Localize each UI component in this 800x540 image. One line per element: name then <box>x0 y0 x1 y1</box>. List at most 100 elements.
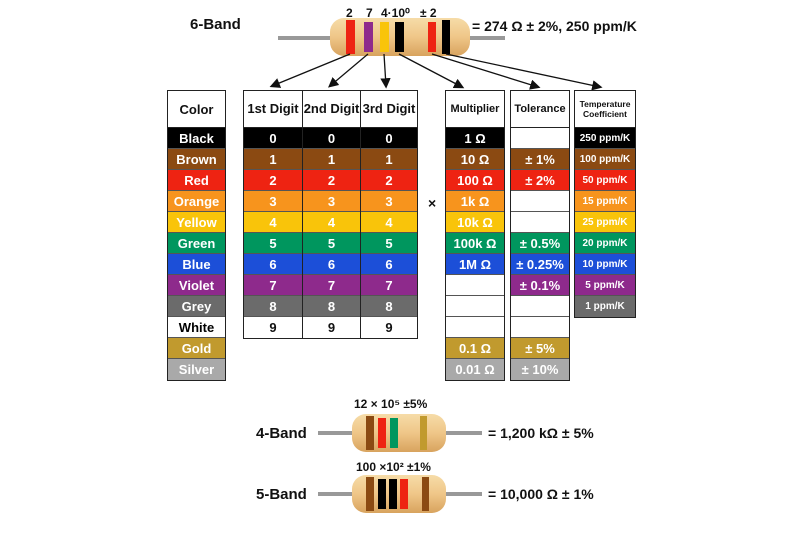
cell-multiplier-grey <box>446 296 504 317</box>
cell-digit-yellow: 4 <box>303 212 360 233</box>
multiply-sign: × <box>428 195 437 211</box>
lead-right <box>465 36 505 40</box>
temperature-table: Temperature Coefficient 250 ppm/K 100 ppm… <box>574 90 636 318</box>
cell-digit-green: 5 <box>303 233 360 254</box>
cell-name-blue: Blue <box>168 254 225 275</box>
multiplier-body: 1 Ω 10 Ω 100 Ω 1k Ω 10k Ω 100k Ω 1M Ω 0.1 Ω 0.01… <box>446 128 504 380</box>
cell-digit-grey: 8 <box>244 296 302 317</box>
cell-temp-yellow: 25 ppm/K <box>575 212 635 233</box>
cell-tolerance-white <box>511 317 569 338</box>
cell-tolerance-red: ± 2% <box>511 170 569 191</box>
band-black-temp <box>442 20 450 54</box>
cell-digit-violet: 7 <box>361 275 417 296</box>
digit3-header: 3rd Digit <box>361 91 417 128</box>
cell-multiplier-blue: 1M Ω <box>446 254 504 275</box>
cell-temp-brown: 100 ppm/K <box>575 149 635 170</box>
band-red-tolerance <box>428 22 436 52</box>
cell-digit-green: 5 <box>244 233 302 254</box>
cell-digit-brown: 1 <box>244 149 302 170</box>
four-band-formula: = 1,200 kΩ ± 5% <box>488 425 594 441</box>
tolerance-header: Tolerance <box>511 91 569 128</box>
digit1-header: 1st Digit <box>244 91 302 128</box>
cell-name-grey: Grey <box>168 296 225 317</box>
cell-temp-black: 250 ppm/K <box>575 128 635 149</box>
color-column-body: Black Brown Red Orange Yellow Green Blue Violet… <box>168 128 225 380</box>
band-red <box>346 20 355 54</box>
cell-name-green: Green <box>168 233 225 254</box>
five-band-label: 5-Band <box>256 486 307 503</box>
five-band-resistor <box>318 475 482 513</box>
cell-temp-blue: 10 ppm/K <box>575 254 635 275</box>
cell-digit-violet: 7 <box>303 275 360 296</box>
cell-name-yellow: Yellow <box>168 212 225 233</box>
temperature-header: Temperature Coefficient <box>575 91 635 128</box>
cell-digit-orange: 3 <box>361 191 417 212</box>
cell-digit-yellow: 4 <box>361 212 417 233</box>
four-band-label: 4-Band <box>256 425 307 442</box>
cell-digit-violet: 7 <box>244 275 302 296</box>
cell-digit-white: 9 <box>303 317 360 338</box>
tolerance-table: Tolerance ± 1% ± 2% ± 0.5% ± 0.25% ± 0.1% ± 5… <box>510 90 570 381</box>
band-brown <box>366 477 374 511</box>
cell-name-black: Black <box>168 128 225 149</box>
cell-multiplier-violet <box>446 275 504 296</box>
cell-multiplier-orange: 1k Ω <box>446 191 504 212</box>
cell-multiplier-red: 100 Ω <box>446 170 504 191</box>
cell-digit-orange: 3 <box>303 191 360 212</box>
cell-digit-red: 2 <box>361 170 417 191</box>
cell-digit-blue: 6 <box>303 254 360 275</box>
cell-tolerance-gold: ± 5% <box>511 338 569 359</box>
band-yellow <box>380 22 389 52</box>
band-black <box>395 22 404 52</box>
cell-digit-blue: 6 <box>361 254 417 275</box>
cell-name-silver: Silver <box>168 359 225 380</box>
cell-temp-red: 50 ppm/K <box>575 170 635 191</box>
cell-multiplier-green: 100k Ω <box>446 233 504 254</box>
cell-digit-black: 0 <box>244 128 302 149</box>
cell-digit-orange: 3 <box>244 191 302 212</box>
five-band-formula: = 10,000 Ω ± 1% <box>488 486 594 502</box>
band-red <box>378 418 386 448</box>
temperature-body: 250 ppm/K 100 ppm/K 50 ppm/K 15 ppm/K 25 ppm… <box>575 128 635 317</box>
cell-digit-red: 2 <box>244 170 302 191</box>
band-black-2 <box>389 479 397 509</box>
color-header: Color <box>168 91 225 128</box>
band-green <box>390 418 398 448</box>
tolerance-body: ± 1% ± 2% ± 0.5% ± 0.25% ± 0.1% ± 5% ± 10% <box>511 128 569 380</box>
cell-temp-grey: 1 ppm/K <box>575 296 635 317</box>
cell-tolerance-orange <box>511 191 569 212</box>
cell-temp-orange: 15 ppm/K <box>575 191 635 212</box>
color-table: Color Black Brown Red Orange Yellow Green Blue… <box>167 90 226 381</box>
multiplier-header: Multiplier <box>446 91 504 128</box>
band-brown-tolerance <box>422 477 429 511</box>
cell-tolerance-violet: ± 0.1% <box>511 275 569 296</box>
pointer-arrows <box>269 53 603 91</box>
cell-digit-white: 9 <box>244 317 302 338</box>
cell-tolerance-grey <box>511 296 569 317</box>
cell-digit-brown: 1 <box>303 149 360 170</box>
cell-tolerance-brown: ± 1% <box>511 149 569 170</box>
cell-multiplier-gold: 0.1 Ω <box>446 338 504 359</box>
four-band-top-label: 12 × 10⁵ ±5% <box>354 397 428 411</box>
band-brown <box>366 416 374 450</box>
arrow-digit1 <box>269 53 351 88</box>
lead-left <box>318 492 358 496</box>
band-violet <box>364 22 373 52</box>
six-band-digit1-label: 2 <box>346 6 353 20</box>
cell-tolerance-blue: ± 0.25% <box>511 254 569 275</box>
cell-name-orange: Orange <box>168 191 225 212</box>
lead-right <box>440 431 482 435</box>
arrow-digit3 <box>380 53 391 89</box>
cell-digit-white: 9 <box>361 317 417 338</box>
arrow-digit2 <box>328 53 369 88</box>
cell-tolerance-yellow <box>511 212 569 233</box>
cell-name-white: White <box>168 317 225 338</box>
cell-multiplier-silver: 0.01 Ω <box>446 359 504 380</box>
cell-multiplier-black: 1 Ω <box>446 128 504 149</box>
six-band-label: 6-Band <box>190 16 241 33</box>
